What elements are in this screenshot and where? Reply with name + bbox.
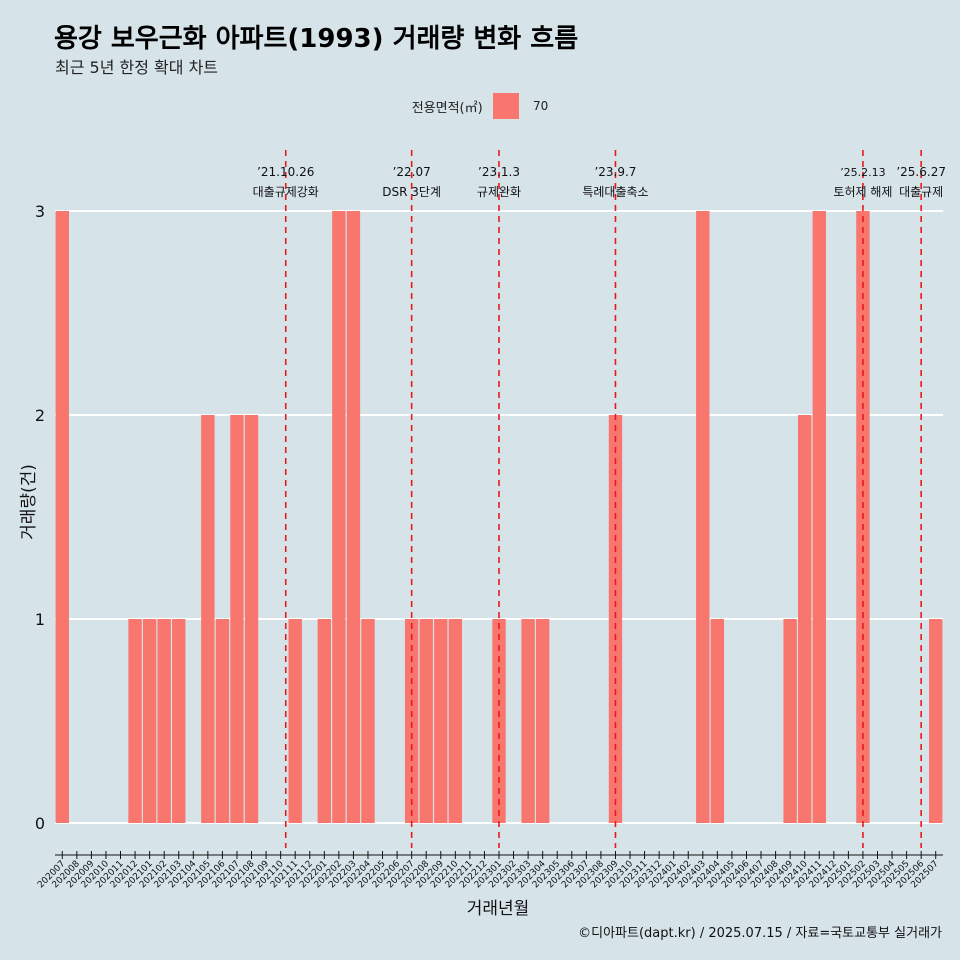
bar	[230, 415, 244, 823]
bar	[492, 619, 506, 823]
bar	[434, 619, 448, 823]
bar	[783, 619, 797, 823]
bar	[215, 619, 230, 823]
y-tick-label: 2	[35, 406, 45, 425]
event-text-label: 특례대출축소	[582, 185, 648, 199]
bar	[288, 619, 302, 823]
bar	[172, 619, 186, 823]
chart-subtitle: 최근 5년 한정 확대 차트	[55, 58, 219, 77]
event-text-label: 대출규제강화	[253, 185, 319, 199]
bar	[346, 211, 361, 823]
legend-title: 전용면적(㎡)	[411, 100, 483, 116]
legend-swatch	[492, 93, 519, 119]
legend: 전용면적(㎡) 70	[0, 93, 960, 119]
event-annotations: ’21.10.26 대출규제강화 ’22.07 DSR 3단계 ’23.1.3 규제완화 ’…	[253, 150, 946, 848]
event-date-label: ’23.9.7	[594, 165, 636, 179]
event-date-label: ’25.6.27	[896, 165, 946, 179]
event-text-label: 규제완화	[477, 185, 521, 199]
legend-item-label: 70	[532, 99, 549, 113]
event-date-label: ’21.10.26	[257, 165, 314, 179]
bar	[404, 619, 419, 823]
bar	[128, 619, 142, 823]
bar	[929, 619, 943, 823]
event-text-label: DSR 3단계	[382, 185, 441, 199]
chart-title: 용강 보우근화 아파트(1993) 거래량 변화 흐름	[54, 24, 579, 54]
event-text-label: 대출규제	[899, 185, 943, 199]
bar	[798, 415, 812, 823]
bar	[142, 619, 157, 823]
bar	[608, 415, 623, 823]
bar	[535, 619, 550, 823]
bar	[157, 619, 171, 823]
y-axis-label: 거래량(건)	[19, 464, 39, 540]
bar	[710, 619, 725, 823]
y-tick-label: 3	[35, 202, 45, 221]
bar	[521, 619, 535, 823]
event-text-label: 토허제 해제	[833, 185, 892, 199]
source-caption: ©디아파트(dapt.kr) / 2025.07.15 / 자료=국토교통부 실…	[578, 926, 942, 941]
event-date-label: ’25.2.13	[840, 166, 885, 179]
bar	[812, 211, 826, 823]
event-date-label: ’23.1.3	[478, 165, 520, 179]
bar	[332, 211, 346, 823]
bar	[55, 211, 69, 823]
event-date-label: ’22.07	[393, 165, 431, 179]
bar	[201, 415, 215, 823]
y-tick-label: 0	[35, 814, 45, 833]
bar	[419, 619, 433, 823]
bar	[361, 619, 375, 823]
x-axis-label: 거래년월	[467, 899, 530, 919]
y-tick-label: 1	[35, 610, 45, 629]
bar	[244, 415, 259, 823]
bar	[696, 211, 710, 823]
bar	[448, 619, 463, 823]
bar	[317, 619, 332, 823]
